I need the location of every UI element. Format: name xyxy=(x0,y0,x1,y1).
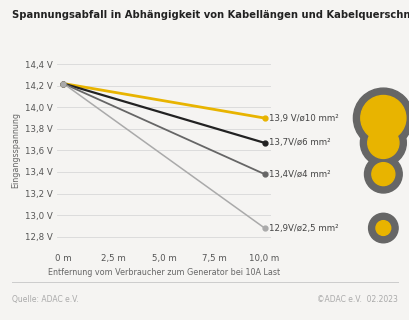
Text: ©ADAC e.V.  02.2023: ©ADAC e.V. 02.2023 xyxy=(316,295,397,304)
Text: 13,9 V/ø10 mm²: 13,9 V/ø10 mm² xyxy=(269,114,338,123)
Text: 13,4V/ø4 mm²: 13,4V/ø4 mm² xyxy=(269,170,330,179)
X-axis label: Entfernung vom Verbraucher zum Generator bei 10A Last: Entfernung vom Verbraucher zum Generator… xyxy=(48,268,279,276)
Text: Spannungsabfall in Abhängigkeit von Kabellängen und Kabelquerschnitt: Spannungsabfall in Abhängigkeit von Kabe… xyxy=(12,10,409,20)
Text: 12,9V/ø2,5 mm²: 12,9V/ø2,5 mm² xyxy=(269,224,338,233)
Text: 13,7V/ø6 mm²: 13,7V/ø6 mm² xyxy=(269,138,330,147)
Text: Quelle: ADAC e.V.: Quelle: ADAC e.V. xyxy=(12,295,79,304)
Y-axis label: Eingangsspannung: Eingangsspannung xyxy=(11,112,20,188)
